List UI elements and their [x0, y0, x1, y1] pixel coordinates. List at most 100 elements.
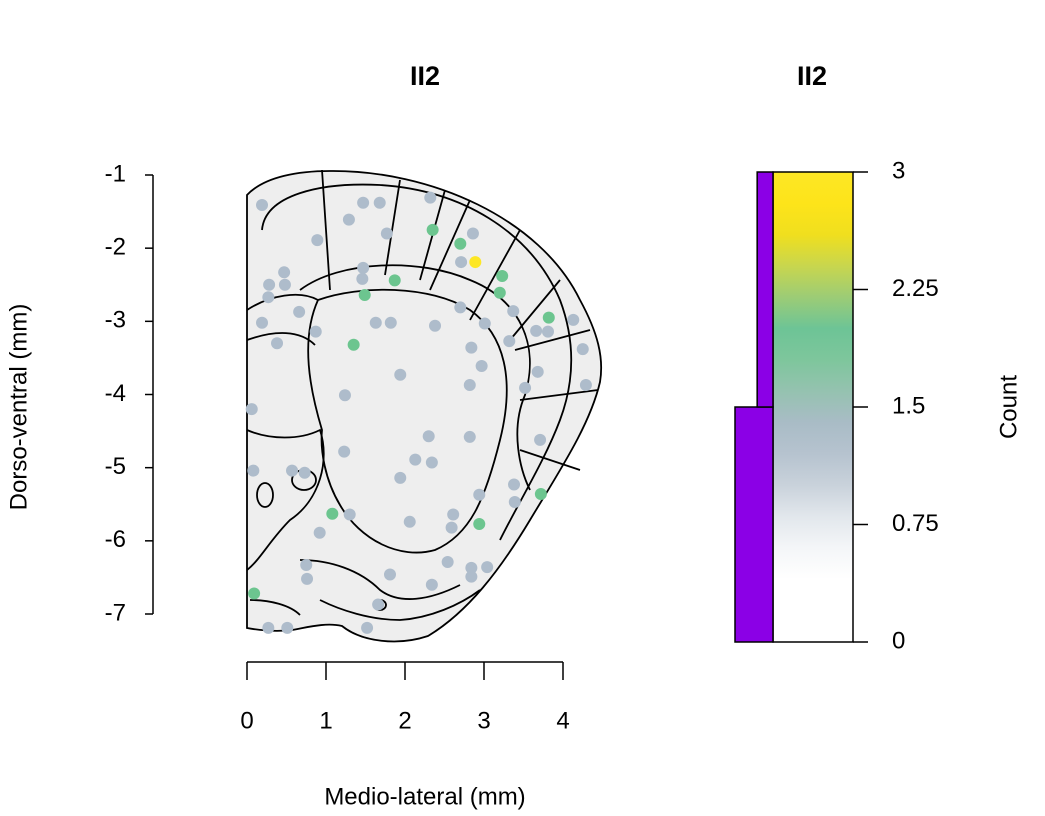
point	[278, 278, 291, 291]
colorbar-tick-label: 2.25	[892, 275, 939, 302]
point	[271, 337, 284, 350]
point	[278, 266, 291, 279]
point	[347, 338, 360, 351]
brain-region	[246, 293, 325, 571]
point	[356, 272, 369, 285]
point	[263, 278, 276, 291]
point	[579, 378, 592, 391]
point	[465, 341, 478, 354]
colorbar-tick-label: 1.5	[892, 392, 925, 419]
point	[496, 269, 509, 282]
point	[361, 621, 374, 634]
point	[326, 507, 339, 520]
brain-region	[256, 482, 274, 508]
point	[262, 621, 275, 634]
point	[311, 234, 324, 247]
histogram-bar	[734, 406, 774, 643]
point	[465, 570, 478, 583]
point	[426, 223, 439, 236]
x-tick-label: 0	[240, 707, 253, 734]
brain-region	[261, 183, 573, 541]
point	[373, 196, 386, 209]
y-tick-label: -5	[105, 453, 126, 480]
point	[342, 213, 355, 226]
x-tick-label: 2	[398, 707, 411, 734]
point	[530, 324, 543, 337]
point	[256, 316, 269, 329]
y-axis-label: Dorso-ventral (mm)	[5, 304, 32, 511]
point	[463, 378, 476, 391]
point	[388, 274, 401, 287]
point	[425, 578, 438, 591]
x-axis-label: Medio-lateral (mm)	[324, 783, 525, 810]
point	[508, 496, 521, 509]
point	[463, 430, 476, 443]
point	[481, 561, 494, 574]
y-tick-label: -6	[105, 526, 126, 553]
point	[534, 433, 547, 446]
point	[384, 316, 397, 329]
point	[372, 598, 385, 611]
point	[309, 325, 322, 338]
point	[447, 508, 460, 521]
point	[380, 227, 393, 240]
point	[313, 526, 326, 539]
point	[357, 196, 370, 209]
x-tick-label: 1	[319, 707, 332, 734]
point	[454, 301, 467, 314]
point	[409, 453, 422, 466]
point	[475, 359, 488, 372]
point	[245, 403, 258, 416]
y-tick-label: -2	[105, 234, 126, 261]
point	[576, 343, 589, 356]
point	[403, 515, 416, 528]
x-tick-label: 3	[477, 707, 490, 734]
point	[466, 227, 479, 240]
point	[256, 198, 269, 211]
x-tick-label: 4	[556, 707, 569, 734]
point	[519, 381, 532, 394]
point	[503, 335, 516, 348]
point	[343, 508, 356, 521]
colorbar-tick-label: 3	[892, 157, 905, 184]
point	[473, 518, 486, 531]
point	[286, 464, 299, 477]
y-tick-label: -3	[105, 307, 126, 334]
colorbar-label: Count	[995, 375, 1022, 439]
point	[429, 319, 442, 332]
point	[493, 286, 506, 299]
point	[567, 313, 580, 326]
point	[338, 389, 351, 402]
point	[478, 317, 491, 330]
brain-outline	[246, 170, 603, 643]
colorbar-title: II2	[797, 61, 827, 91]
colorbar-tick-label: 0	[892, 627, 905, 654]
point	[383, 568, 396, 581]
point	[445, 521, 458, 534]
point	[247, 464, 260, 477]
point	[298, 466, 311, 479]
point	[542, 311, 555, 324]
y-tick-label: -1	[105, 160, 126, 187]
colorbar-tick-label: 0.75	[892, 510, 939, 537]
point	[473, 488, 486, 501]
point	[262, 291, 275, 304]
point	[369, 316, 382, 329]
point	[300, 558, 313, 571]
point	[441, 556, 454, 569]
point	[531, 365, 544, 378]
point	[534, 488, 547, 501]
point	[454, 237, 467, 250]
point	[424, 191, 437, 204]
y-tick-label: -4	[105, 380, 126, 407]
point	[425, 456, 438, 469]
y-tick-label: -7	[105, 599, 126, 626]
point	[422, 430, 435, 443]
chart-title: II2	[410, 61, 440, 91]
point	[394, 368, 407, 381]
point	[293, 305, 306, 318]
colorbar	[772, 171, 854, 643]
point	[508, 478, 521, 491]
point	[301, 572, 314, 585]
